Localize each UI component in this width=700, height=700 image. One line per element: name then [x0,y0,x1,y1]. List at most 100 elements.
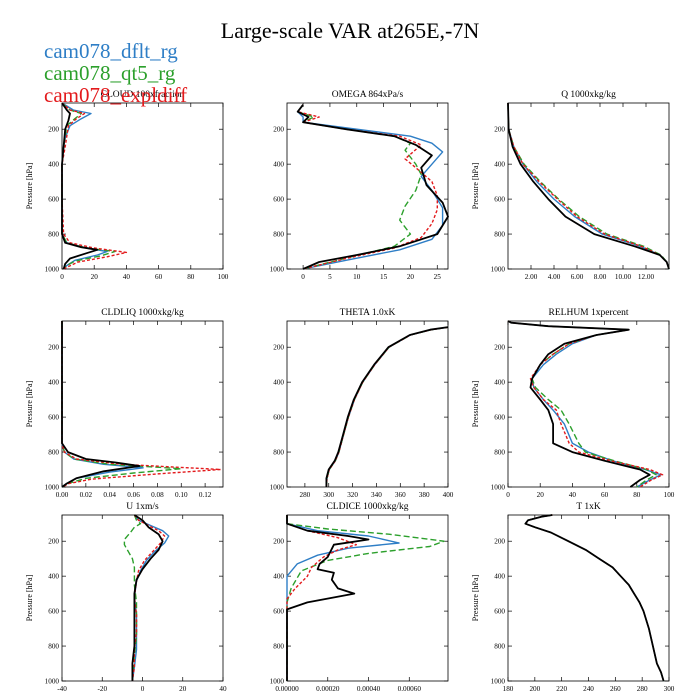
y-axis-label: Pressure [hPa] [471,574,480,621]
y-tick-label: 200 [48,344,59,352]
series-line [507,102,670,270]
y-tick-label: 400 [48,161,59,169]
x-tick-label: 360 [395,491,406,499]
x-tick-label: 80 [187,273,195,281]
y-tick-label: 800 [48,449,59,457]
x-tick-label: 0.00 [56,491,69,499]
y-axis-label: Pressure [hPa] [471,162,480,209]
series-line [61,102,116,270]
figure-title: Large-scale VAR at265E,-7N [220,18,480,43]
y-tick-label: 400 [494,161,505,169]
y-tick-label: 1000 [45,266,60,274]
x-tick-label: 5 [328,273,332,281]
series-line [297,104,438,270]
series-line [325,326,449,488]
y-tick-label: 400 [48,573,59,581]
x-tick-label: 320 [347,491,358,499]
x-tick-label: 10.00 [615,273,632,281]
x-tick-label: 0 [60,273,64,281]
x-tick-label: 20 [537,491,545,499]
x-tick-label: 20 [407,273,415,281]
x-tick-label: 0.04 [103,491,116,499]
x-tick-label: 40 [219,685,227,693]
y-tick-label: 400 [494,379,505,387]
y-tick-label: 1000 [270,484,285,492]
x-tick-label: 6.00 [571,273,584,281]
x-tick-label: 200 [529,685,540,693]
y-tick-label: 600 [494,414,505,422]
y-tick-label: 800 [494,643,505,651]
y-axis-label: Pressure [hPa] [25,162,34,209]
series-line [61,102,99,270]
series-line [286,515,357,681]
series-line [524,514,665,682]
panel-title: RELHUM 1xpercent [549,308,629,318]
x-tick-label: 0.06 [127,491,140,499]
y-tick-label: 800 [273,231,284,239]
panel-title: THETA 1.0xK [340,308,396,318]
y-tick-label: 200 [494,538,505,546]
plot-frame [507,102,670,270]
y-tick-label: 600 [494,608,505,616]
x-tick-label: 15 [380,273,388,281]
series-line [123,514,142,682]
legend-item-dflt: cam078_dflt_rg [44,39,178,63]
x-tick-label: 100 [664,491,675,499]
panel-title: T 1xK [576,502,601,512]
x-tick-label: 0 [301,273,305,281]
y-tick-label: 1000 [491,678,506,686]
y-tick-label: 600 [273,196,284,204]
y-tick-label: 1000 [45,484,60,492]
x-tick-label: 0.10 [175,491,188,499]
series-line [61,321,141,488]
series-line [507,320,651,488]
panel-title: Q 1000xkg/kg [561,90,616,100]
series-line [131,514,170,682]
y-tick-label: 400 [48,379,59,387]
series-line [286,515,445,681]
y-tick-label: 200 [48,538,59,546]
x-tick-label: 300 [664,685,675,693]
series-line [507,102,670,270]
series-line [325,326,449,487]
x-tick-label: 0.00020 [316,685,340,693]
y-tick-label: 1000 [45,678,60,686]
series-line [524,514,665,682]
series-line [296,104,449,270]
series-line [131,514,164,681]
x-tick-label: 400 [443,491,454,499]
y-tick-label: 200 [48,126,59,134]
series-line [507,320,662,488]
y-tick-label: 200 [494,126,505,134]
y-tick-label: 600 [494,196,505,204]
plot-frame [61,102,224,270]
y-tick-label: 200 [273,126,284,134]
y-axis-label: Pressure [hPa] [25,380,34,427]
plot-frame [507,320,670,488]
series-line [286,515,370,681]
x-tick-label: 40 [569,491,577,499]
series-line [325,326,449,488]
x-tick-label: 240 [583,685,594,693]
x-tick-label: -40 [57,685,67,693]
series-line [325,326,449,488]
panel-title: U 1xm/s [126,502,159,512]
series-line [131,514,166,682]
y-tick-label: 800 [273,449,284,457]
y-tick-label: 1000 [491,266,506,274]
x-tick-label: 4.00 [548,273,561,281]
x-tick-label: 0 [506,491,510,499]
x-tick-label: 60 [155,273,163,281]
x-tick-label: 60 [601,491,609,499]
series-line [297,104,422,270]
x-tick-label: 2.00 [525,273,538,281]
x-tick-label: 20 [179,685,187,693]
x-tick-label: 180 [503,685,514,693]
series-line [524,514,665,682]
x-tick-label: 20 [91,273,99,281]
y-tick-label: 1000 [491,484,506,492]
x-tick-label: -20 [97,685,107,693]
panel-title: CLDLIQ 1000xkg/kg [101,308,184,318]
series-line [286,515,400,681]
